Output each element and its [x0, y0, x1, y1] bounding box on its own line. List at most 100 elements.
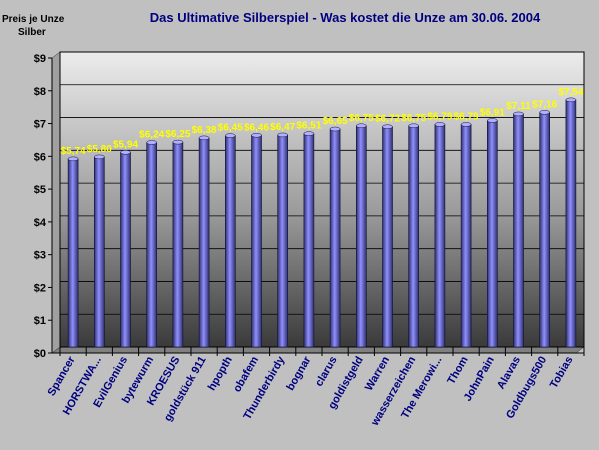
bar-body: [329, 128, 341, 348]
bar-top: [277, 132, 288, 138]
x-tick-label: bognar: [284, 354, 313, 393]
bar: [329, 126, 341, 348]
data-label: $6,47: [270, 122, 295, 133]
bar-body: [94, 156, 105, 348]
bar: [513, 111, 524, 348]
bar-body: [565, 99, 577, 348]
bar: [434, 122, 446, 348]
bar-top: [382, 124, 393, 129]
data-label: $5,80: [87, 144, 112, 155]
bar-body: [382, 126, 393, 348]
x-axis: SpancerHORSTWA...EvilGeniusbytewurmKROES…: [46, 347, 585, 429]
bar-body: [486, 120, 498, 348]
bar: [382, 124, 393, 348]
data-label: $7,54: [558, 87, 583, 98]
bar-top: [251, 133, 262, 138]
bar-body: [277, 134, 289, 348]
y-tick-label: $9: [34, 53, 46, 65]
bar-body: [434, 124, 446, 348]
bar-body: [355, 125, 367, 348]
y-tick-label: $3: [34, 250, 46, 262]
bar: [460, 122, 472, 348]
bar: [355, 123, 367, 348]
bar-body: [408, 125, 420, 348]
data-label: $6,72: [375, 114, 400, 125]
bar-top: [356, 123, 367, 128]
plot-area: [51, 51, 585, 354]
y-axis-label-line1: Preis je Unze: [2, 14, 65, 25]
y-tick-label: $4: [34, 217, 47, 229]
bar-body: [67, 158, 79, 348]
bar: [277, 132, 289, 348]
bar-top: [303, 131, 315, 136]
bar-body: [513, 113, 524, 348]
data-label: $6,46: [244, 122, 269, 133]
bar-body: [120, 152, 131, 348]
bar: [251, 133, 262, 348]
bar-top: [487, 118, 498, 123]
data-labels: $5,74 $5,80 $5,94$6,24 $6,25 $6,38 $6,45 $6,46…: [61, 87, 584, 157]
data-label: $5,94: [113, 139, 138, 150]
data-label: $6,91: [480, 108, 505, 119]
bar: [486, 118, 498, 348]
bar: [539, 110, 551, 348]
bar-top: [565, 97, 577, 103]
bar-top: [408, 123, 419, 128]
y-axis-label-line2: Silber: [18, 27, 46, 38]
y-axis: $0 $1 $2 $3 $4 $5 $6 $7 $8 $9: [34, 53, 53, 360]
data-label: $6,75: [401, 113, 426, 124]
bar-top: [513, 111, 524, 117]
bar-top: [329, 126, 341, 132]
bar-top: [94, 154, 105, 160]
plot-side-wall: [51, 51, 61, 354]
bar-top: [120, 150, 131, 155]
bar-body: [303, 133, 315, 348]
data-label: $6,79: [454, 111, 479, 122]
data-label: $6,65: [323, 116, 348, 127]
bar-top: [198, 135, 210, 141]
bar-top: [434, 122, 446, 127]
bar: [120, 150, 131, 348]
chart-title: Das Ultimative Silberspiel - Was kostet …: [150, 10, 541, 25]
bar: [172, 139, 184, 348]
y-tick-label: $7: [34, 119, 46, 131]
bar-body: [146, 142, 157, 348]
x-tick-label: clarus: [313, 355, 340, 389]
x-tick-label: Warren: [363, 354, 392, 393]
bar-body: [539, 112, 551, 348]
data-label: $6,79: [427, 111, 452, 122]
bar-body: [251, 134, 262, 348]
plot-floor: [51, 346, 585, 354]
x-tick-label: hpopth: [206, 354, 235, 393]
bar: [303, 131, 315, 348]
x-tick-label: Thom: [445, 354, 470, 386]
data-label: $7,16: [532, 99, 557, 110]
bar-top: [67, 156, 79, 162]
bar: [565, 97, 577, 348]
bar: [94, 154, 105, 348]
data-label: $6,75: [349, 113, 374, 124]
y-tick-label: $1: [34, 315, 46, 327]
plot-background: [59, 51, 585, 348]
bar: [198, 135, 210, 348]
y-tick-label: $6: [34, 151, 46, 163]
bar-body: [460, 124, 472, 348]
data-label: $6,24: [139, 129, 164, 140]
data-label: $6,51: [296, 121, 321, 132]
bar-series: [67, 97, 577, 348]
x-tick-label: Tobias: [548, 355, 576, 391]
bar: [67, 156, 79, 348]
data-label: $7,11: [506, 101, 531, 112]
y-tick-label: $0: [34, 348, 46, 360]
bar-top: [172, 139, 184, 145]
data-label: $6,45: [218, 123, 243, 134]
y-tick-label: $8: [34, 86, 46, 98]
bar-top: [146, 140, 157, 145]
bar-body: [172, 141, 184, 348]
bar-body: [198, 137, 210, 348]
bar-top: [460, 122, 472, 127]
y-tick-label: $5: [34, 184, 46, 196]
bar: [408, 123, 420, 348]
